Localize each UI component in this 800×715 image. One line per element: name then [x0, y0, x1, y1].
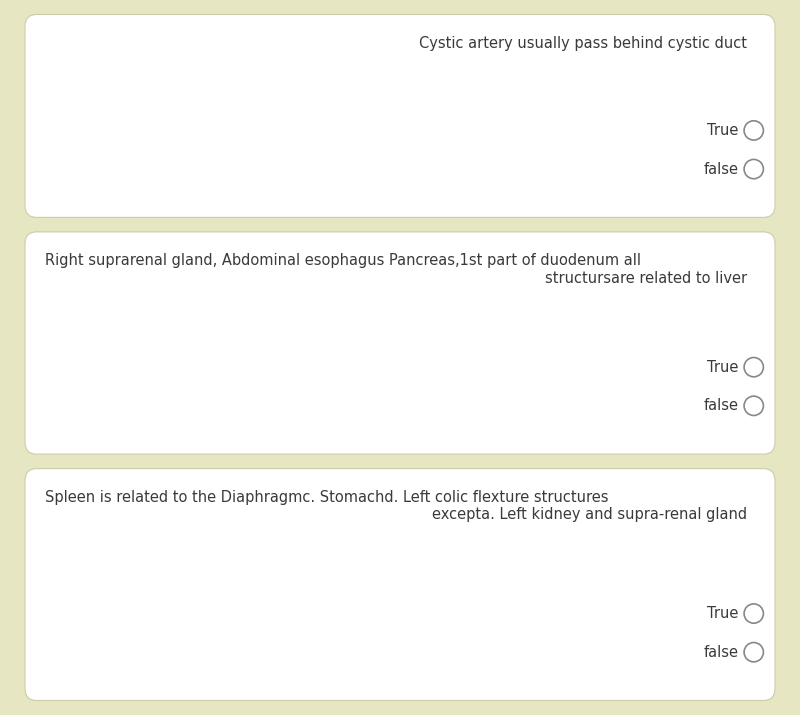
- Circle shape: [744, 643, 763, 662]
- FancyBboxPatch shape: [25, 468, 775, 701]
- FancyBboxPatch shape: [25, 232, 775, 454]
- Text: Right suprarenal gland, Abdominal esophagus Pancreas,1st part of duodenum all: Right suprarenal gland, Abdominal esopha…: [45, 253, 641, 268]
- Text: excepta. Left kidney and supra-renal gland: excepta. Left kidney and supra-renal gla…: [432, 507, 747, 522]
- Circle shape: [744, 159, 763, 179]
- Text: True: True: [707, 606, 738, 621]
- FancyBboxPatch shape: [25, 14, 775, 217]
- Circle shape: [744, 604, 763, 623]
- Text: false: false: [703, 645, 738, 660]
- Text: True: True: [707, 123, 738, 138]
- Text: Spleen is related to the Diaphragmc. Stomachd. Left colic flexture structures: Spleen is related to the Diaphragmc. Sto…: [45, 490, 609, 505]
- Text: structursare related to liver: structursare related to liver: [545, 270, 747, 285]
- Text: Cystic artery usually pass behind cystic duct: Cystic artery usually pass behind cystic…: [419, 36, 747, 51]
- Circle shape: [744, 358, 763, 377]
- Circle shape: [744, 396, 763, 415]
- Text: false: false: [703, 398, 738, 413]
- Text: false: false: [703, 162, 738, 177]
- Circle shape: [744, 121, 763, 140]
- Text: True: True: [707, 360, 738, 375]
